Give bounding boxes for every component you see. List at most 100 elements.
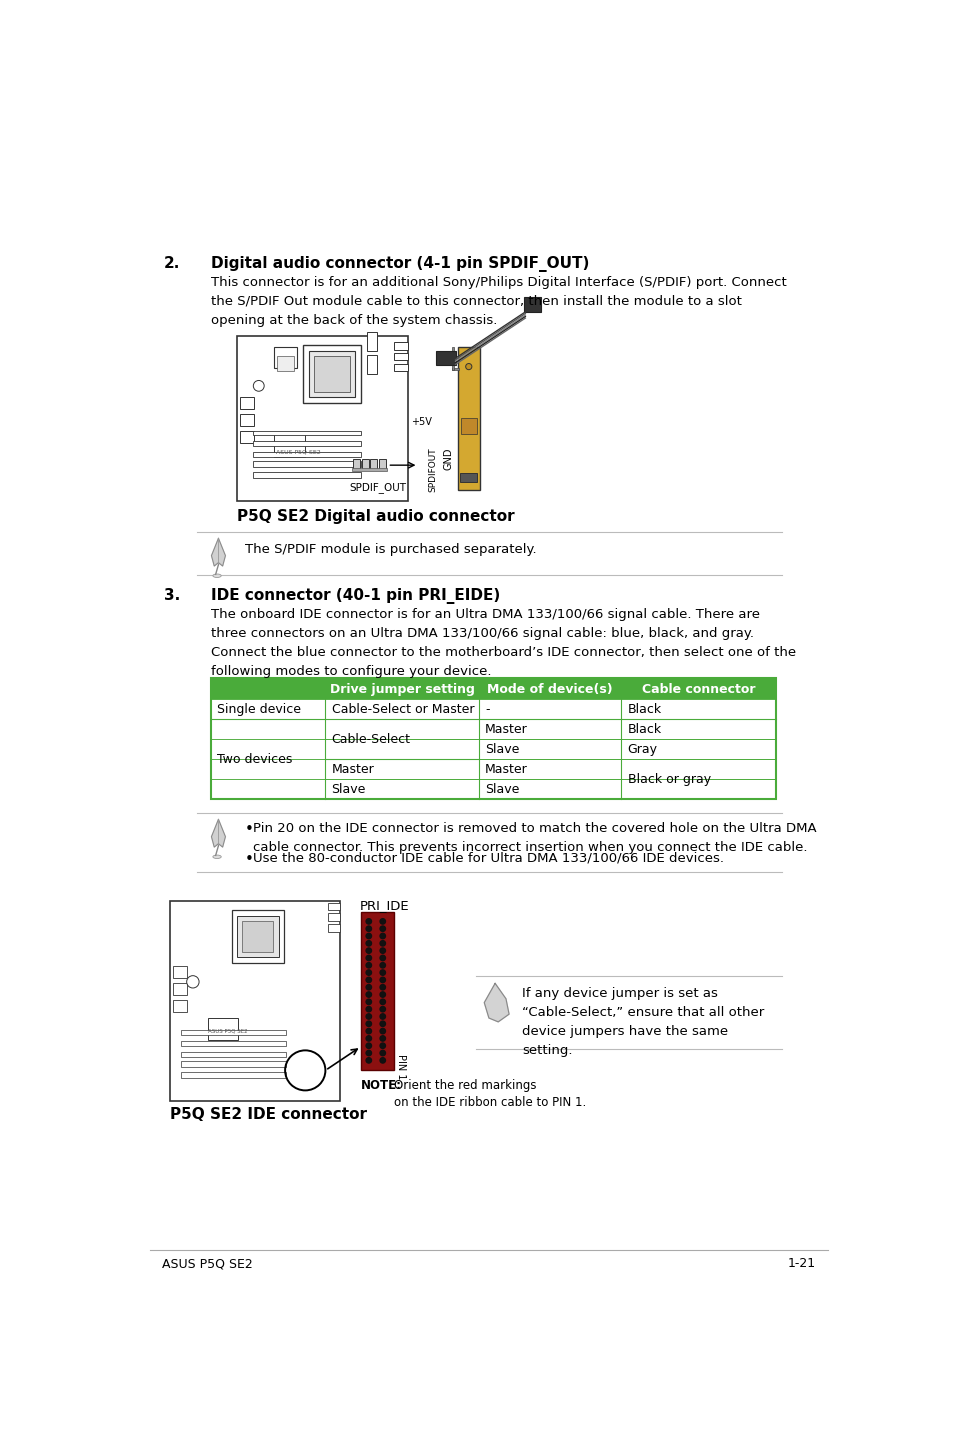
Circle shape: [366, 1058, 371, 1063]
Bar: [208, 1018, 237, 1040]
Circle shape: [366, 933, 371, 939]
Text: •: •: [245, 851, 253, 867]
Circle shape: [379, 1050, 385, 1055]
Bar: [242, 920, 274, 952]
Bar: [394, 352, 407, 361]
Text: Black: Black: [627, 703, 661, 716]
Text: 1-21: 1-21: [787, 1257, 815, 1271]
Bar: [211, 699, 776, 719]
Bar: [353, 459, 360, 470]
Text: 3.: 3.: [164, 588, 180, 604]
Circle shape: [379, 1043, 385, 1048]
Text: This connector is for an additional Sony/Philips Digital Interface (S/PDIF) port: This connector is for an additional Sony…: [211, 276, 785, 326]
Text: ASUS P5Q SE2: ASUS P5Q SE2: [208, 1028, 248, 1032]
Bar: [211, 677, 776, 699]
Text: -: -: [484, 703, 489, 716]
Text: PRI_IDE: PRI_IDE: [359, 899, 409, 912]
Circle shape: [379, 962, 385, 968]
Circle shape: [366, 940, 371, 946]
Circle shape: [379, 955, 385, 961]
Text: P5Q SE2 IDE connector: P5Q SE2 IDE connector: [170, 1107, 366, 1122]
Circle shape: [366, 1050, 371, 1055]
Circle shape: [366, 985, 371, 989]
Circle shape: [366, 978, 371, 982]
Circle shape: [379, 926, 385, 932]
Bar: [211, 779, 776, 800]
Bar: [394, 342, 407, 349]
Circle shape: [379, 999, 385, 1005]
Text: Digital audio connector (4-1 pin SPDIF_OUT): Digital audio connector (4-1 pin SPDIF_O…: [211, 256, 588, 272]
Text: Slave: Slave: [484, 743, 518, 756]
Bar: [211, 739, 776, 759]
Bar: [211, 677, 776, 800]
Bar: [170, 902, 340, 1102]
Bar: [452, 348, 454, 371]
Circle shape: [253, 381, 264, 391]
Circle shape: [366, 1028, 371, 1034]
Bar: [211, 719, 776, 739]
Circle shape: [366, 1043, 371, 1048]
Bar: [309, 351, 355, 397]
Bar: [181, 1071, 286, 1078]
Bar: [253, 472, 360, 479]
Text: +5V: +5V: [411, 417, 432, 427]
Circle shape: [366, 992, 371, 997]
Bar: [253, 462, 360, 467]
Circle shape: [379, 992, 385, 997]
Circle shape: [379, 1058, 385, 1063]
Text: 2.: 2.: [164, 256, 180, 270]
Circle shape: [187, 975, 199, 988]
Bar: [240, 397, 253, 408]
Bar: [328, 925, 340, 932]
Text: Cable-Select or Master: Cable-Select or Master: [332, 703, 474, 716]
Bar: [236, 336, 407, 502]
Text: Use the 80-conductor IDE cable for Ultra DMA 133/100/66 IDE devices.: Use the 80-conductor IDE cable for Ultra…: [253, 851, 722, 864]
Bar: [378, 459, 385, 470]
Polygon shape: [212, 538, 225, 567]
Bar: [314, 355, 350, 393]
Circle shape: [465, 364, 472, 370]
Bar: [352, 469, 387, 472]
Text: Black or gray: Black or gray: [627, 772, 710, 785]
Circle shape: [379, 1021, 385, 1027]
Bar: [394, 364, 407, 371]
Bar: [240, 414, 253, 426]
Circle shape: [366, 1035, 371, 1041]
Text: The onboard IDE connector is for an Ultra DMA 133/100/66 signal cable. There are: The onboard IDE connector is for an Ultr…: [211, 608, 795, 679]
Bar: [328, 913, 340, 920]
Text: Slave: Slave: [484, 782, 518, 795]
Polygon shape: [484, 984, 509, 1022]
Circle shape: [379, 919, 385, 925]
Text: Single device: Single device: [216, 703, 300, 716]
Bar: [181, 1061, 286, 1067]
Bar: [211, 759, 776, 779]
Circle shape: [366, 919, 371, 925]
Bar: [274, 434, 305, 457]
Circle shape: [379, 978, 385, 982]
Circle shape: [366, 1021, 371, 1027]
Circle shape: [379, 948, 385, 953]
Bar: [181, 1031, 286, 1035]
Text: P5Q SE2 Digital audio connector: P5Q SE2 Digital audio connector: [236, 509, 514, 523]
Bar: [172, 966, 187, 978]
Text: PIN 1: PIN 1: [395, 1054, 405, 1080]
Bar: [370, 459, 377, 470]
Text: ASUS P5Q SE2: ASUS P5Q SE2: [275, 450, 320, 454]
Bar: [361, 459, 369, 470]
Bar: [253, 452, 360, 457]
Bar: [303, 345, 360, 403]
Text: GND: GND: [443, 447, 453, 470]
Text: Master: Master: [332, 762, 374, 777]
Circle shape: [366, 999, 371, 1005]
Text: Master: Master: [484, 762, 527, 777]
Bar: [236, 916, 278, 958]
Circle shape: [366, 1014, 371, 1020]
Text: Gray: Gray: [627, 743, 657, 756]
Circle shape: [379, 969, 385, 975]
Circle shape: [379, 1014, 385, 1020]
Bar: [277, 355, 294, 371]
Circle shape: [366, 948, 371, 953]
Circle shape: [366, 969, 371, 975]
Circle shape: [379, 1007, 385, 1012]
Bar: [232, 910, 284, 962]
